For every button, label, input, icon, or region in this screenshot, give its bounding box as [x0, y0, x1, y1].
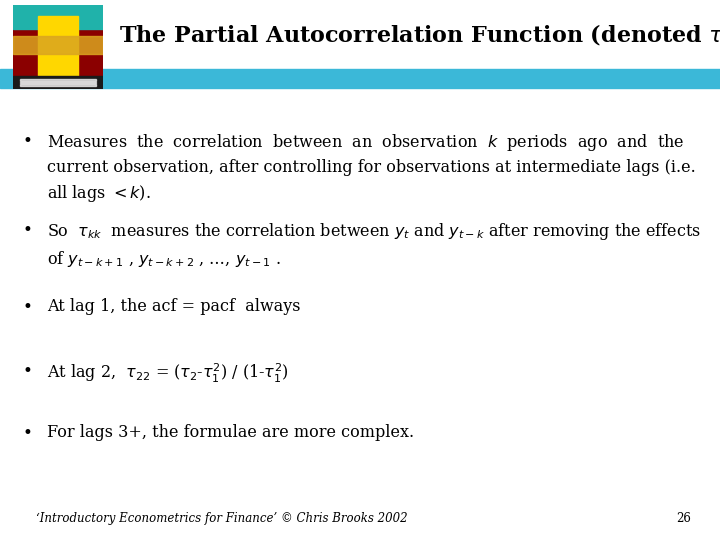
Text: For lags 3+, the formulae are more complex.: For lags 3+, the formulae are more compl…	[47, 424, 414, 441]
Bar	[20, 84, 96, 86]
Text: •: •	[22, 424, 32, 442]
Text: Measures  the  correlation  between  an  observation  $k$  periods  ago  and  th: Measures the correlation between an obse…	[47, 132, 696, 204]
Bar	[20, 79, 96, 80]
Text: So  $\tau_{kk}$  measures the correlation between $y_t$ and $y_{t-k}$ after remo: So $\tau_{kk}$ measures the correlation …	[47, 221, 701, 269]
Text: ‘Introductory Econometrics for Finance’ © Chris Brooks 2002: ‘Introductory Econometrics for Finance’ …	[36, 512, 408, 525]
Text: 26: 26	[676, 512, 691, 525]
Bar	[0, 69, 720, 88]
Bar	[13, 76, 103, 89]
Text: •: •	[22, 362, 32, 380]
Text: At lag 1, the acf = pacf  always: At lag 1, the acf = pacf always	[47, 298, 300, 315]
Text: •: •	[22, 221, 32, 239]
Text: •: •	[22, 132, 32, 150]
Text: The Partial Autocorrelation Function (denoted $\tau_{kk}$): The Partial Autocorrelation Function (de…	[119, 23, 720, 48]
Text: •: •	[22, 298, 32, 316]
Bar	[13, 5, 103, 29]
Bar	[20, 82, 96, 83]
Bar	[38, 16, 78, 77]
Text: At lag 2,  $\tau_{22}$ = ($\tau_2$-$\tau_1^2$) / (1-$\tau_1^2$): At lag 2, $\tau_{22}$ = ($\tau_2$-$\tau_…	[47, 362, 289, 385]
Bar	[13, 36, 103, 54]
